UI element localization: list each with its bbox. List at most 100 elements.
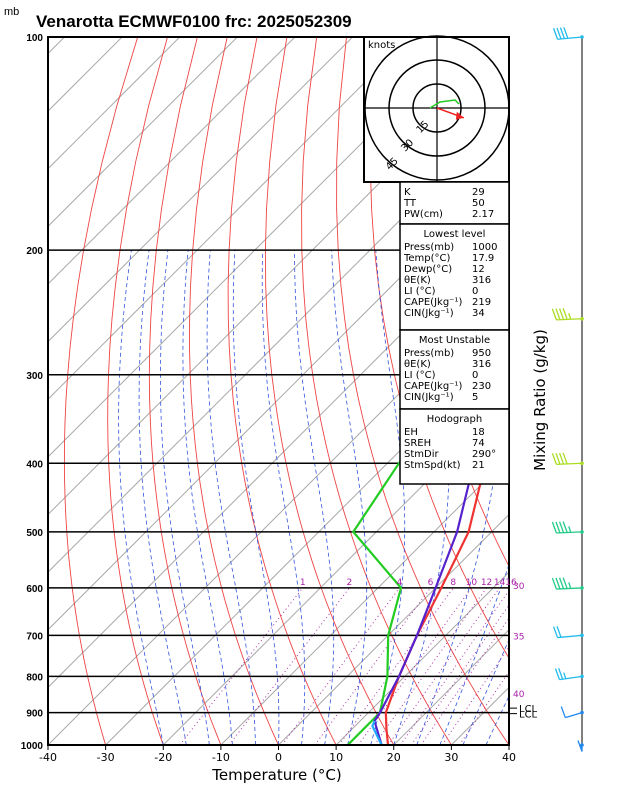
hodograph-stats-row-label: SREH [404, 438, 431, 449]
chart-title: Venarotta ECMWF0100 frc: 2025052309 [36, 12, 352, 31]
pressure-tick-label: 800 [26, 672, 43, 683]
wind-barb-half-flag [563, 672, 567, 679]
wind-barb-flag [551, 308, 558, 321]
most-unstable-row-label: LI (°C) [404, 370, 436, 381]
hodograph-ring [388, 59, 486, 157]
x-tick-label: -10 [212, 751, 230, 764]
mixing-ratio-label: 16 [505, 578, 517, 588]
wind-barb-shaft [556, 531, 583, 534]
moist-adiabat [206, 250, 256, 745]
wind-barb-flag [562, 308, 568, 320]
most-unstable-row-label: CAPE(Jkg⁻¹) [404, 381, 462, 392]
mixing-ratio-line [399, 589, 509, 745]
mixing-ratio-line [410, 604, 509, 745]
lowest-level-row-value: 316 [472, 275, 491, 286]
most-unstable-row-value: 316 [472, 359, 491, 370]
indices-row-value: 50 [472, 198, 485, 209]
dry-adiabat [189, 37, 279, 745]
wind-barb-dot [580, 461, 584, 466]
indices-box [399, 181, 510, 225]
parcel-profile-line [373, 279, 509, 745]
x-tick-label: 30 [444, 751, 458, 764]
theta-e-label: 30 [513, 582, 525, 592]
wind-barb-flag [555, 308, 561, 320]
hodograph-stats-row-value: 74 [472, 438, 485, 449]
hodograph-ring [412, 83, 462, 133]
hodograph-ring [364, 35, 510, 181]
pressure-tick-label: 900 [26, 709, 43, 720]
lowest-level-row-value: 12 [472, 264, 485, 275]
most-unstable-row-value: 230 [472, 381, 491, 392]
wind-barb-shaft [565, 711, 583, 719]
dry-adiabat [107, 37, 168, 745]
pressure-tick-label: 300 [26, 371, 43, 382]
wind-barb-half-flag [579, 744, 583, 751]
wind-barb-shaft [556, 587, 583, 590]
wind-barb-dot [580, 530, 584, 534]
wind-barb [560, 706, 584, 719]
wind-barb-dot [580, 674, 584, 679]
moist-adiabat [232, 250, 280, 745]
indices-row-label: TT [403, 198, 417, 209]
x-tick-label: -20 [154, 751, 172, 764]
lowest-level-row-label: CIN(Jkg⁻¹) [404, 308, 454, 319]
most-unstable-row-label: Press(mb) [404, 348, 454, 359]
most-unstable-row-value: 0 [472, 370, 478, 381]
moist-adiabat [138, 250, 187, 745]
dry-adiabat [369, 37, 509, 660]
wind-barb-dot [580, 710, 584, 715]
x-axis-label: Temperature (°C) [211, 766, 341, 784]
wind-barb [551, 452, 584, 466]
isotherm [48, 37, 238, 228]
lowest-level-row-value: 0 [472, 286, 478, 297]
dry-adiabat [264, 37, 395, 745]
most-unstable-row-value: 5 [472, 392, 478, 403]
indices-row-value: 2.17 [472, 209, 494, 220]
dry-adiabat [63, 37, 139, 745]
mixing-ratio-label: 10 [466, 578, 478, 588]
lowest-level-row-label: θE(K) [404, 275, 431, 286]
wind-barb-half-flag [568, 582, 572, 589]
dry-adiabat [585, 37, 618, 745]
lowest-level-row-label: LI (°C) [404, 286, 436, 297]
moist-adiabat [508, 744, 509, 745]
wind-barb-flag [558, 667, 564, 680]
moist-adiabat [159, 250, 210, 745]
isotherm [508, 744, 509, 745]
pressure-tick-label: 500 [26, 528, 43, 539]
lowest-level-row-value: 17.9 [472, 253, 494, 264]
wind-barb [552, 27, 584, 40]
isotherm [48, 168, 509, 631]
wind-barb-flag [563, 27, 569, 39]
isotherm [48, 37, 296, 285]
wind-barb-flag [556, 27, 562, 40]
wind-barb-dot [580, 35, 584, 39]
isotherm [48, 37, 123, 112]
x-tick-label: 40 [502, 751, 516, 764]
lowest-level-box [399, 223, 510, 331]
pressure-tick-label: 100 [26, 33, 43, 44]
wind-barb-flag [556, 626, 562, 638]
mixing-ratio-label: 8 [450, 578, 456, 588]
x-tick-label: 20 [387, 751, 401, 764]
theta-e-label: 40 [513, 690, 525, 700]
lowest-level-row-value: 1000 [472, 242, 497, 253]
dry-adiabat [227, 37, 337, 745]
pressure-tick-label: 400 [26, 459, 43, 470]
lowest-level-row-label: CAPE(Jkg⁻¹) [404, 297, 462, 308]
hodograph-stats-row-value: 21 [472, 460, 485, 471]
mixing-ratio-line [373, 587, 488, 745]
most-unstable-row-label: CIN(Jkg⁻¹) [404, 392, 454, 403]
wind-barb-flag [558, 521, 565, 533]
indices-row-label: K [404, 187, 411, 198]
wind-barb-half-flag [568, 526, 572, 533]
hodograph-stats-row-label: EH [404, 427, 418, 438]
wind-barb-flag [552, 28, 559, 40]
isotherm [48, 37, 411, 400]
wind-barb-dot [580, 316, 584, 321]
pressure-unit-label: mb [4, 6, 19, 18]
wind-barb [551, 308, 584, 321]
moist-adiabat [294, 250, 335, 745]
